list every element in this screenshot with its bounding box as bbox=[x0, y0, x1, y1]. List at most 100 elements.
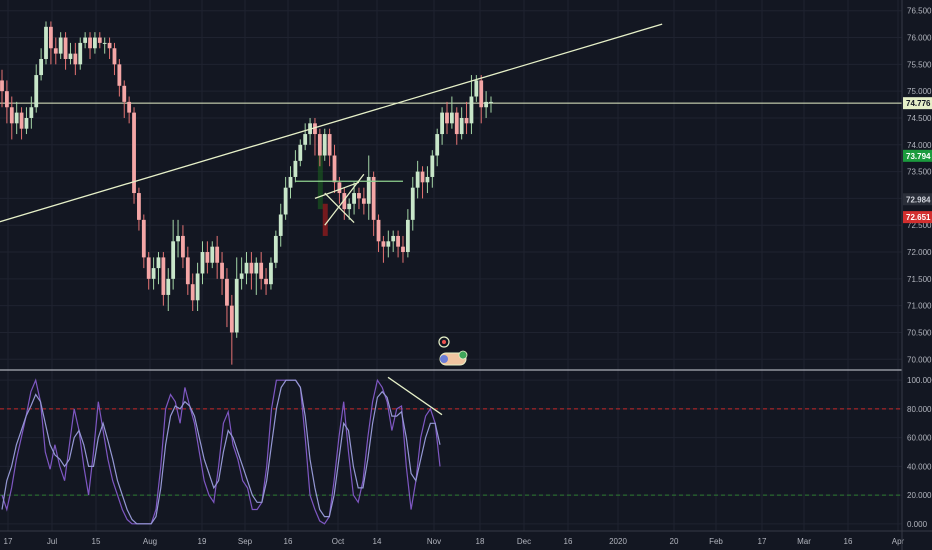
stochastic-line[interactable] bbox=[1, 379, 441, 525]
candle-body[interactable] bbox=[420, 171, 425, 183]
candle-body[interactable] bbox=[489, 101, 493, 103]
candle-body[interactable] bbox=[73, 53, 78, 65]
candle-body[interactable] bbox=[401, 246, 405, 253]
candle-body[interactable] bbox=[29, 107, 34, 118]
candle-body[interactable] bbox=[396, 235, 400, 247]
candle-body[interactable] bbox=[484, 101, 489, 108]
candle-body[interactable] bbox=[445, 112, 449, 124]
candle-body[interactable] bbox=[190, 284, 195, 301]
candle-body[interactable] bbox=[293, 160, 298, 177]
trendline[interactable] bbox=[314, 181, 360, 200]
candle-body[interactable] bbox=[97, 37, 102, 43]
candle-body[interactable] bbox=[39, 58, 44, 76]
oscillator-trendline[interactable] bbox=[387, 376, 443, 416]
candle-body[interactable] bbox=[459, 117, 464, 135]
candle-body[interactable] bbox=[53, 48, 58, 54]
candle-body[interactable] bbox=[215, 246, 220, 263]
candle-body[interactable] bbox=[93, 37, 97, 49]
stochastic-lines[interactable] bbox=[1, 378, 441, 525]
candlestick-series[interactable] bbox=[0, 21, 493, 365]
candle-body[interactable] bbox=[474, 80, 479, 97]
candle-body[interactable] bbox=[141, 219, 146, 258]
candle-body[interactable] bbox=[102, 42, 107, 44]
candle-body[interactable] bbox=[347, 203, 352, 210]
candle-body[interactable] bbox=[44, 26, 48, 59]
candle-body[interactable] bbox=[317, 134, 322, 156]
candle-body[interactable] bbox=[132, 112, 136, 194]
trendline[interactable] bbox=[324, 173, 365, 226]
candle-body[interactable] bbox=[273, 235, 278, 263]
candle-body[interactable] bbox=[405, 219, 410, 253]
candle-body[interactable] bbox=[376, 219, 381, 242]
candle-body[interactable] bbox=[117, 64, 122, 86]
candle-body[interactable] bbox=[161, 257, 166, 295]
candle-body[interactable] bbox=[156, 257, 161, 269]
candle-body[interactable] bbox=[454, 112, 459, 135]
candle-body[interactable] bbox=[430, 155, 435, 177]
candle-body[interactable] bbox=[264, 278, 268, 285]
candle-body[interactable] bbox=[464, 117, 469, 124]
candle-body[interactable] bbox=[259, 262, 264, 279]
candle-body[interactable] bbox=[449, 112, 454, 124]
candle-body[interactable] bbox=[269, 262, 273, 285]
price-trendlines[interactable] bbox=[0, 23, 663, 226]
time-axis[interactable]: 17 Jul 15 Aug 19 Sep 16 Oct 14 Nov 18 Dec 16 2020 20 Fe… bbox=[4, 537, 905, 546]
candle-body[interactable] bbox=[185, 257, 190, 285]
candle-body[interactable] bbox=[435, 134, 440, 156]
candle-body[interactable] bbox=[210, 246, 215, 263]
candle-body[interactable] bbox=[415, 171, 420, 188]
candle-body[interactable] bbox=[24, 117, 29, 129]
candle-body[interactable] bbox=[49, 26, 53, 49]
candle-body[interactable] bbox=[352, 193, 356, 204]
candle-body[interactable] bbox=[371, 176, 376, 220]
candle-body[interactable] bbox=[34, 75, 39, 108]
candle-body[interactable] bbox=[386, 241, 391, 247]
candle-body[interactable] bbox=[146, 257, 151, 279]
candle-body[interactable] bbox=[479, 80, 484, 108]
candle-body[interactable] bbox=[171, 241, 176, 279]
candle-body[interactable] bbox=[200, 252, 205, 274]
candle-body[interactable] bbox=[278, 214, 283, 236]
candle-body[interactable] bbox=[176, 235, 180, 242]
candle-body[interactable] bbox=[357, 193, 361, 199]
candle-body[interactable] bbox=[181, 235, 185, 258]
candle-body[interactable] bbox=[63, 37, 68, 59]
candle-body[interactable] bbox=[4, 91, 9, 108]
candle-body[interactable] bbox=[112, 48, 117, 65]
candle-body[interactable] bbox=[342, 193, 347, 210]
candle-body[interactable] bbox=[469, 96, 474, 124]
candle-body[interactable] bbox=[127, 101, 132, 113]
candle-body[interactable] bbox=[303, 134, 308, 145]
candle-body[interactable] bbox=[166, 278, 171, 295]
candle-body[interactable] bbox=[391, 235, 396, 242]
candle-body[interactable] bbox=[288, 176, 293, 188]
candle-body[interactable] bbox=[327, 134, 332, 156]
candle-body[interactable] bbox=[88, 37, 92, 49]
candle-body[interactable] bbox=[337, 182, 342, 194]
candle-body[interactable] bbox=[298, 144, 303, 161]
oscillator-axis[interactable]: 0.000 20.000 40.000 60.000 80.000 100.000 bbox=[907, 376, 932, 529]
candle-body[interactable] bbox=[361, 198, 366, 204]
candle-body[interactable] bbox=[9, 107, 14, 124]
candle-body[interactable] bbox=[244, 262, 249, 274]
candle-body[interactable] bbox=[205, 252, 210, 263]
price-axis[interactable]: 70.00070.50071.00071.50072.00072.50073.0… bbox=[907, 7, 932, 365]
candle-body[interactable] bbox=[220, 262, 224, 279]
candle-body[interactable] bbox=[68, 53, 73, 59]
candle-body[interactable] bbox=[107, 42, 112, 49]
candle-body[interactable] bbox=[137, 193, 141, 220]
candle-body[interactable] bbox=[332, 155, 337, 183]
candle-body[interactable] bbox=[440, 112, 444, 135]
candle-body[interactable] bbox=[229, 305, 234, 333]
candle-body[interactable] bbox=[425, 176, 430, 183]
candle-body[interactable] bbox=[381, 241, 386, 247]
trendline[interactable] bbox=[324, 192, 355, 223]
candle-body[interactable] bbox=[19, 112, 24, 129]
candle-body[interactable] bbox=[322, 134, 327, 156]
candle-body[interactable] bbox=[254, 262, 259, 274]
candle-body[interactable] bbox=[249, 262, 254, 274]
candle-body[interactable] bbox=[410, 187, 415, 220]
candle-body[interactable] bbox=[122, 85, 127, 102]
candle-body[interactable] bbox=[195, 273, 200, 301]
